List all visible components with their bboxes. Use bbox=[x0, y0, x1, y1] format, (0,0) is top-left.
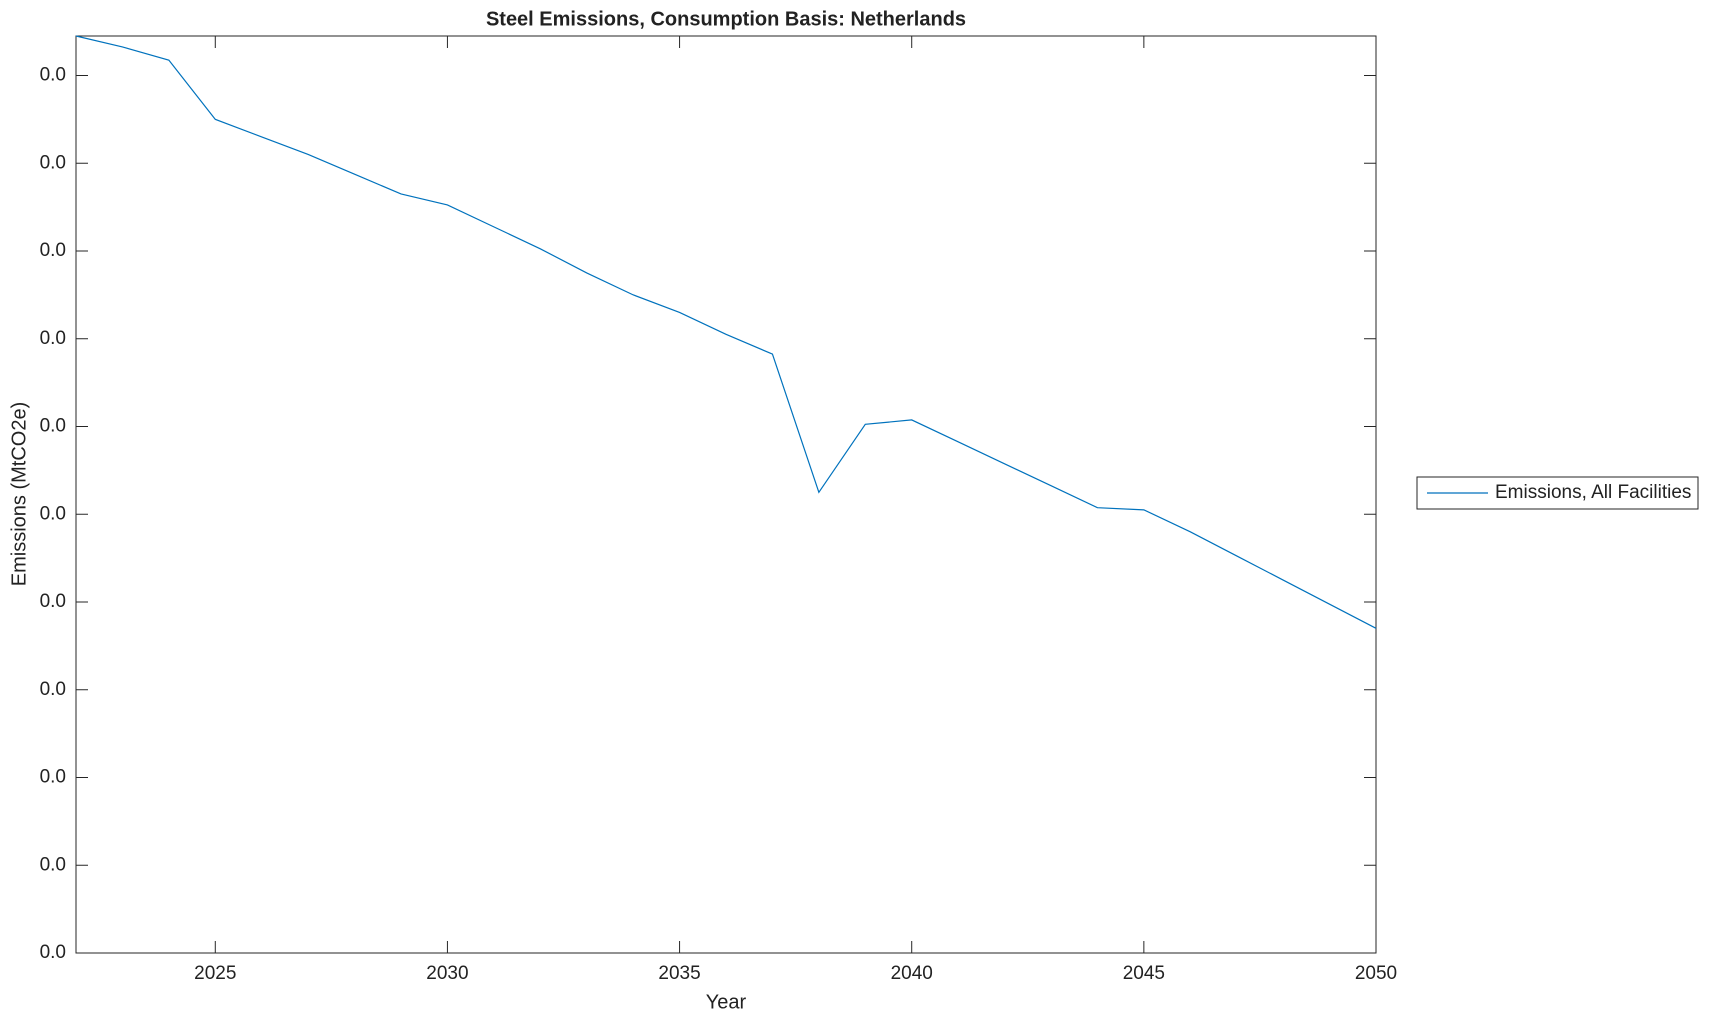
y-tick-label: 0.0 bbox=[40, 942, 66, 963]
y-tick-label: 0.0 bbox=[40, 503, 66, 524]
chart-title: Steel Emissions, Consumption Basis: Neth… bbox=[486, 8, 966, 30]
y-tick-label: 0.0 bbox=[40, 591, 66, 612]
y-axis-label: Emissions (MtCO2e) bbox=[8, 402, 30, 586]
y-tick-label: 0.0 bbox=[40, 240, 66, 261]
x-tick-label: 2040 bbox=[891, 963, 933, 984]
x-tick-label: 2025 bbox=[194, 963, 236, 984]
x-tick-label: 2035 bbox=[658, 963, 700, 984]
y-tick-label: 0.0 bbox=[40, 65, 66, 86]
legend-label: Emissions, All Facilities bbox=[1495, 482, 1691, 503]
y-tick-label: 0.0 bbox=[40, 767, 66, 788]
y-tick-label: 0.0 bbox=[40, 152, 66, 173]
x-tick-label: 2050 bbox=[1355, 963, 1397, 984]
line bbox=[75, 35, 1377, 629]
y-tick-label: 0.0 bbox=[40, 328, 66, 349]
y-tick-label: 0.0 bbox=[40, 679, 66, 700]
y-tick-label: 0.0 bbox=[40, 854, 66, 875]
axes-box bbox=[75, 35, 1377, 954]
y-tick-label: 0.0 bbox=[40, 416, 66, 437]
x-tick-label: 2045 bbox=[1123, 963, 1165, 984]
x-tick-label: 2030 bbox=[426, 963, 468, 984]
x-axis-label: Year bbox=[706, 991, 747, 1013]
